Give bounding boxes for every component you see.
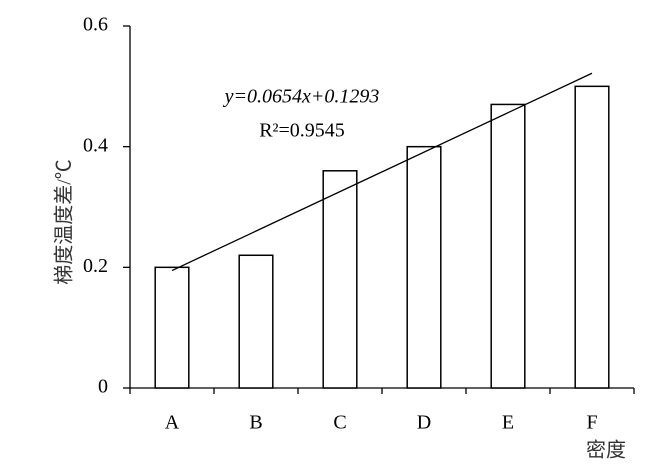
y-tick-label: 0.2 (83, 255, 108, 277)
x-tick-label: D (417, 412, 431, 434)
x-tick-label: A (165, 412, 180, 434)
r-squared: R²=0.9545 (259, 120, 345, 142)
x-tick-label: E (502, 412, 514, 434)
y-tick-label: 0.4 (83, 134, 108, 156)
bar (154, 266, 190, 389)
trend-equation: y=0.0654x+0.1293 (223, 86, 380, 108)
bar (322, 170, 358, 389)
x-tick-label: B (249, 412, 262, 434)
bar (406, 145, 442, 389)
bar (574, 85, 610, 389)
x-axis-label: 密度 (586, 439, 626, 462)
x-tick-label: C (333, 412, 346, 434)
y-axis-label: 梯度温度差/℃ (53, 159, 76, 285)
y-tick-label: 0 (98, 376, 108, 398)
bar (238, 254, 274, 389)
y-tick-label: 0.6 (83, 14, 108, 36)
x-tick-label: F (586, 412, 597, 434)
bar (490, 103, 526, 389)
trend-line (171, 72, 593, 272)
